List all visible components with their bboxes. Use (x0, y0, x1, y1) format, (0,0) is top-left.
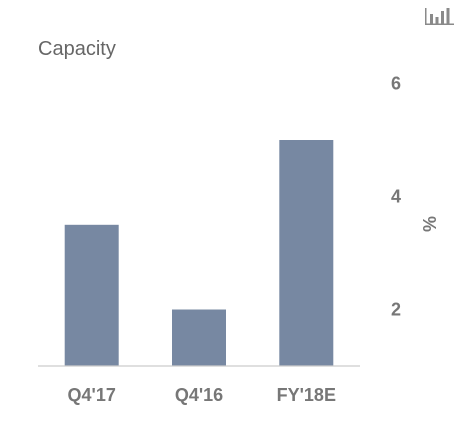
y-tick-label: 4 (391, 187, 401, 207)
x-tick-label: Q4'17 (68, 385, 116, 405)
bar-chart-icon[interactable] (423, 6, 455, 28)
chart-title: Capacity (38, 38, 116, 60)
y-axis-ticks: 2 4 6 (391, 74, 401, 320)
y-axis-unit-label: % (420, 216, 440, 232)
bar-0[interactable] (64, 224, 119, 367)
x-tick-label: FY'18E (277, 385, 336, 405)
x-axis-labels: Q4'17 Q4'16 FY'18E (68, 385, 336, 405)
y-tick-label: 2 (391, 300, 401, 320)
bars-group (64, 140, 334, 367)
bar-1[interactable] (172, 309, 226, 367)
y-tick-label: 6 (391, 74, 401, 94)
bar-2[interactable] (279, 140, 334, 366)
x-tick-label: Q4'16 (175, 385, 223, 405)
